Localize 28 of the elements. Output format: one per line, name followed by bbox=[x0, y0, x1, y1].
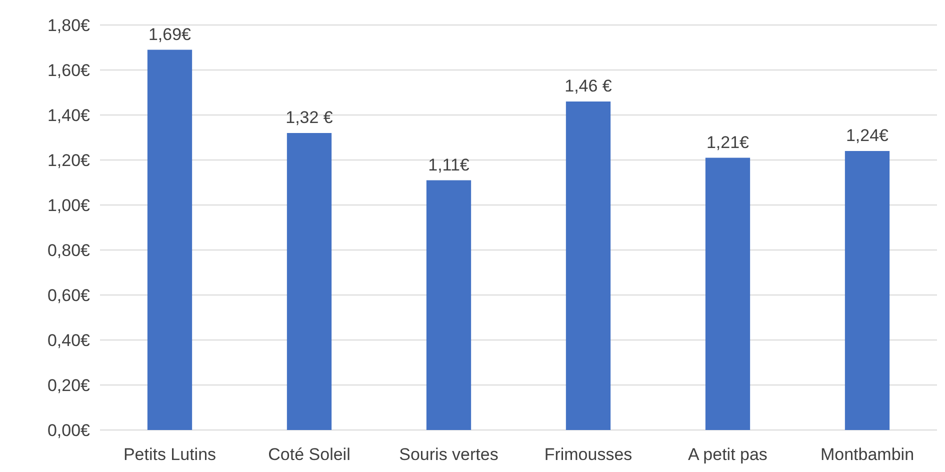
y-tick-label: 1,40€ bbox=[47, 106, 91, 125]
x-tick-label: Petits Lutins bbox=[123, 445, 216, 464]
x-tick-label: Frimousses bbox=[544, 445, 632, 464]
y-tick-label: 0,20€ bbox=[47, 376, 91, 395]
bar bbox=[147, 50, 192, 430]
x-tick-label: Souris vertes bbox=[399, 445, 498, 464]
y-tick-label: 1,20€ bbox=[47, 150, 91, 170]
data-label: 1,21€ bbox=[706, 132, 750, 152]
bar bbox=[844, 151, 890, 430]
bar bbox=[566, 102, 611, 430]
bar bbox=[705, 158, 750, 430]
y-tick-label: 1,00€ bbox=[47, 196, 91, 215]
y-tick-label: 0,40€ bbox=[47, 330, 91, 350]
x-tick-label: Montbambin bbox=[820, 445, 914, 464]
y-tick-label: 0,00€ bbox=[47, 420, 91, 440]
bar bbox=[286, 133, 332, 430]
y-tick-label: 1,60€ bbox=[47, 60, 91, 80]
y-tick-label: 0,60€ bbox=[47, 286, 91, 305]
data-label: 1,11€ bbox=[428, 155, 470, 174]
data-label: 1,24€ bbox=[846, 126, 890, 145]
data-label: 1,46 € bbox=[564, 76, 612, 96]
y-tick-label: 1,80€ bbox=[47, 16, 91, 35]
data-label: 1,32 € bbox=[286, 108, 334, 127]
x-tick-label: A petit pas bbox=[688, 445, 768, 464]
data-label: 1,69€ bbox=[148, 24, 192, 44]
bar bbox=[426, 180, 472, 430]
y-tick-label: 0,80€ bbox=[47, 240, 91, 260]
x-tick-label: Coté Soleil bbox=[268, 445, 350, 464]
